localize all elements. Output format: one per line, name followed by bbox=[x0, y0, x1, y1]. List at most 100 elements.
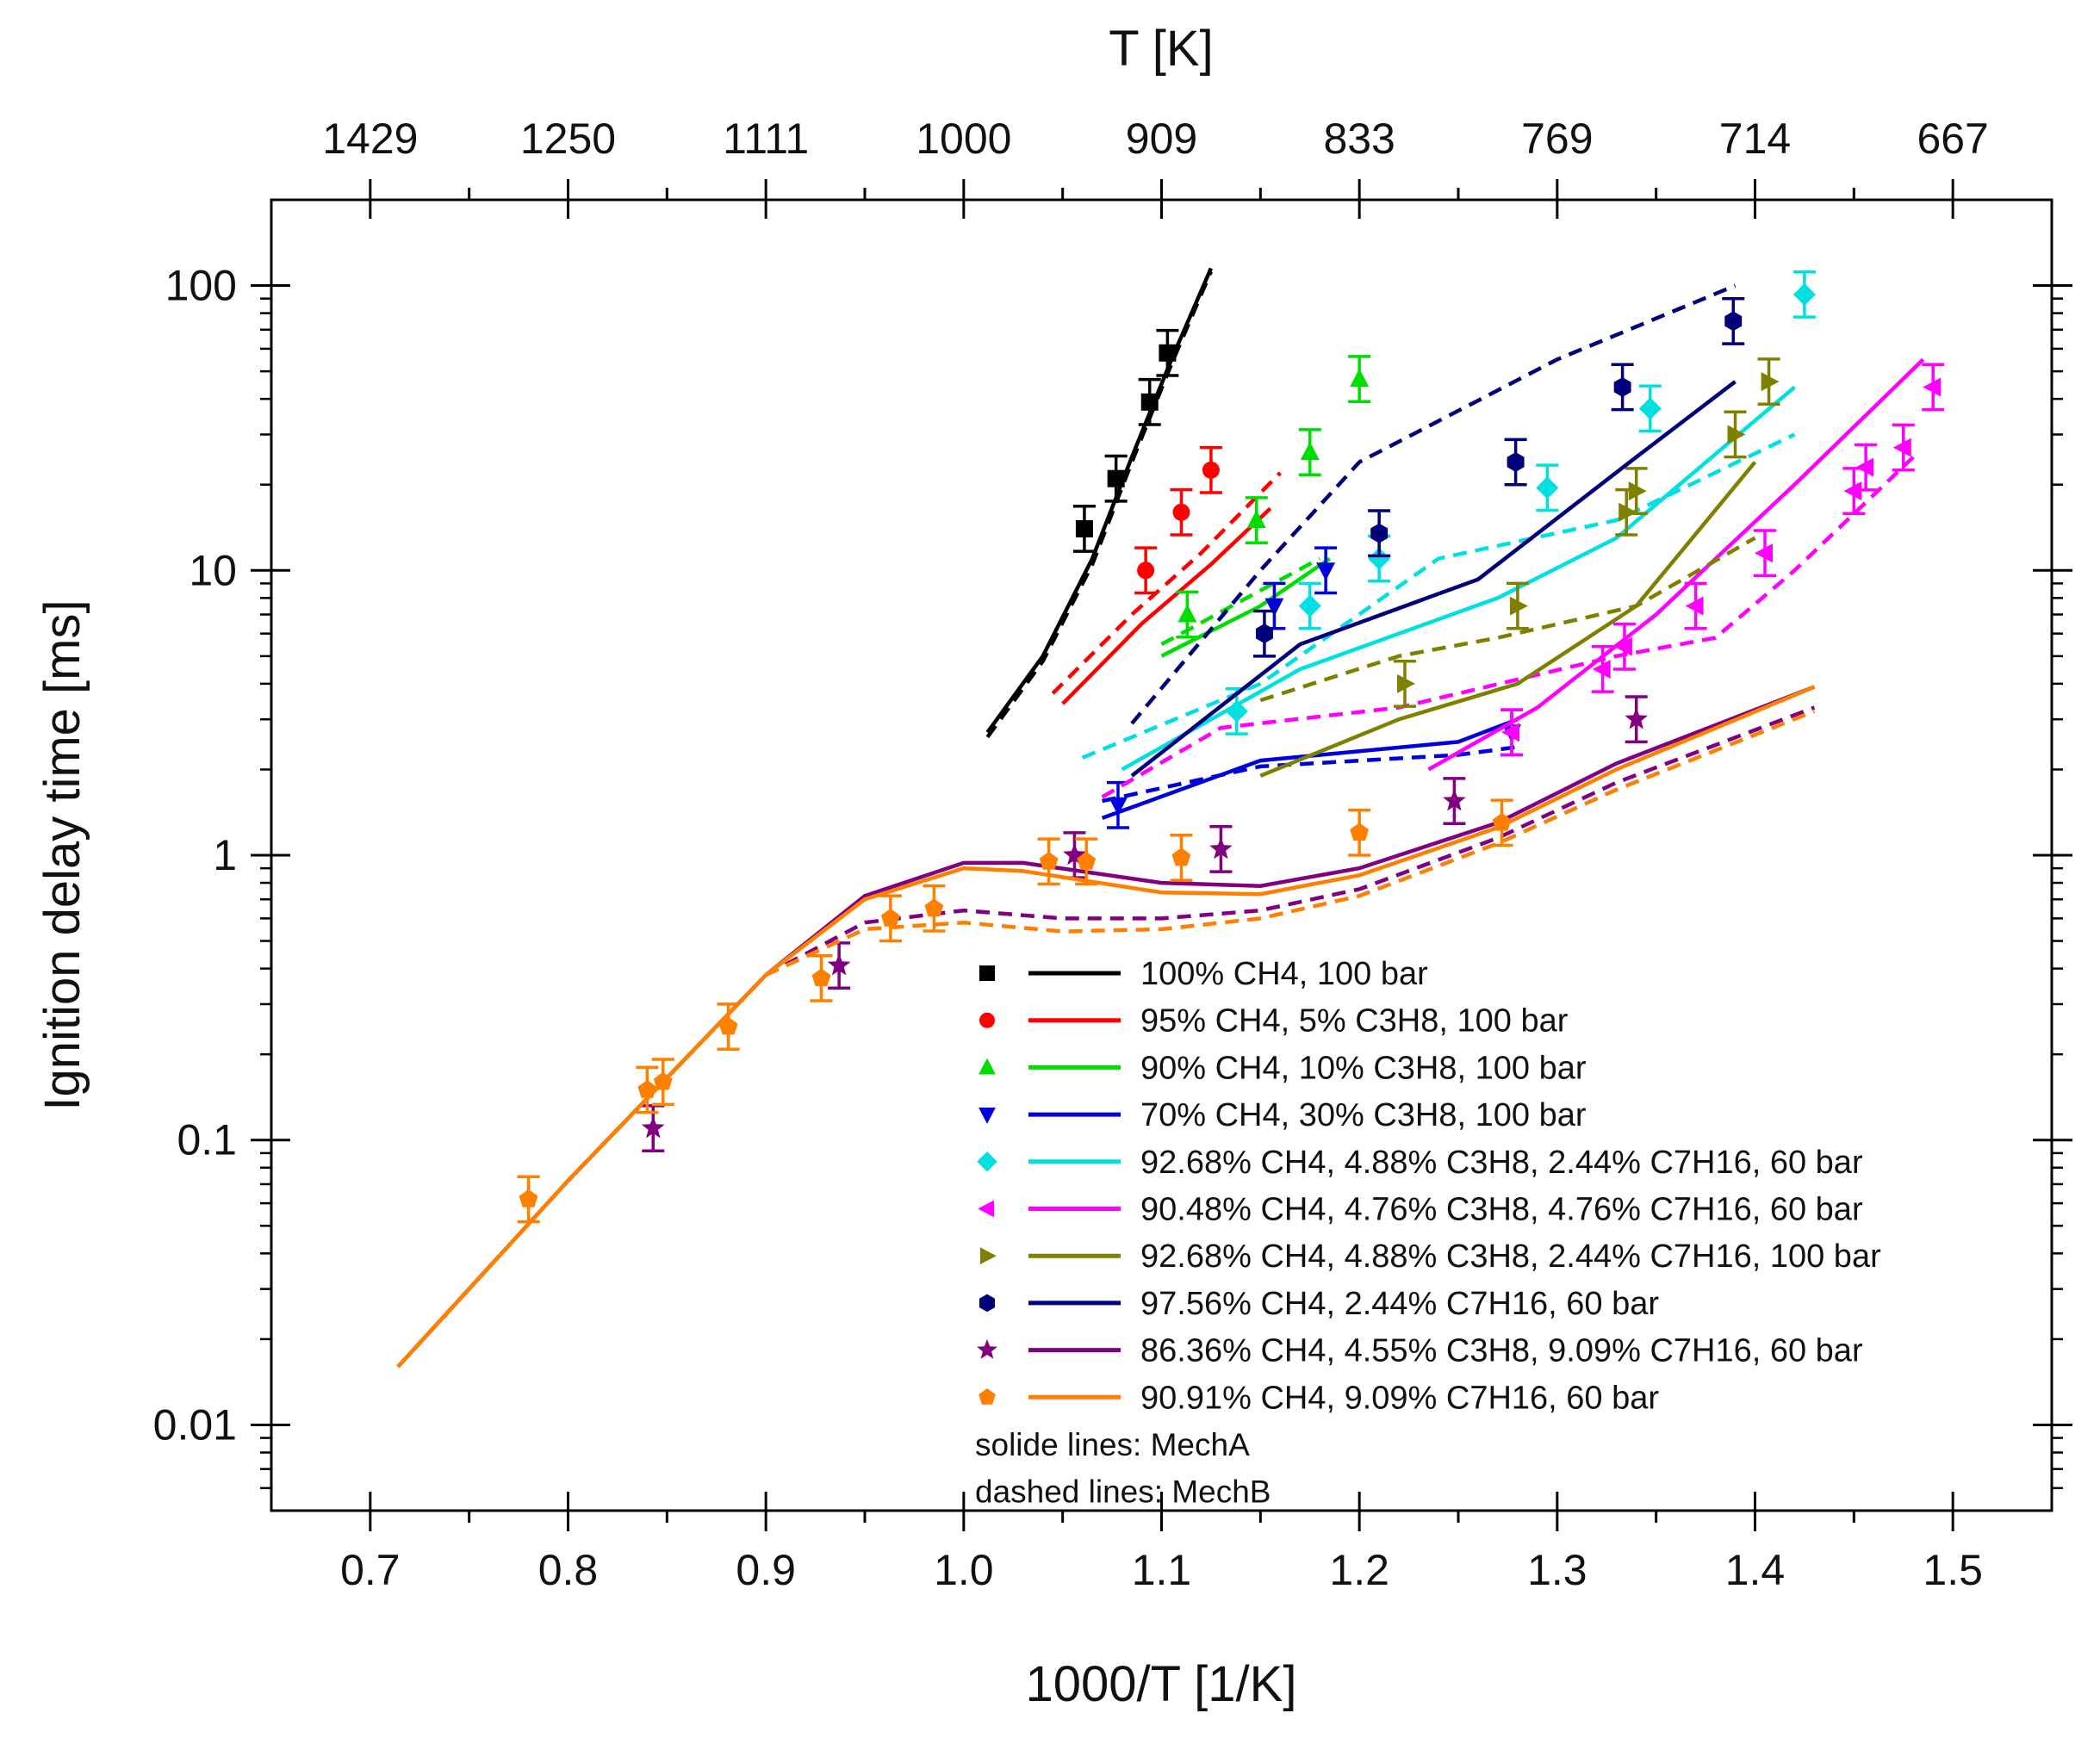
mechA-solid-line bbox=[985, 267, 1213, 734]
data-point bbox=[1300, 442, 1320, 460]
legend-marker bbox=[977, 1151, 997, 1172]
legend-label: 86.36% CH4, 4.55% C3H8, 9.09% C7H16, 60 … bbox=[1140, 1333, 1863, 1369]
data-point bbox=[1140, 393, 1159, 411]
legend-label: 100% CH4, 100 bar bbox=[1140, 956, 1428, 992]
y-axis-title: Ignition delay time [ms] bbox=[34, 599, 90, 1110]
top-tick-label: 1111 bbox=[723, 115, 809, 163]
data-point bbox=[1685, 596, 1704, 616]
data-point bbox=[827, 953, 851, 976]
data-point bbox=[519, 1189, 538, 1207]
legend: 100% CH4, 100 bar 95% CH4, 5% C3H8, 100 b… bbox=[975, 956, 1881, 1510]
legend-note: solide lines: MechA bbox=[975, 1427, 1250, 1462]
legend-label: 97.56% CH4, 2.44% C7H16, 60 bar bbox=[1140, 1286, 1659, 1322]
mechA-solid-line bbox=[396, 685, 1816, 1369]
data-point bbox=[1159, 344, 1177, 362]
mechB-dashed-line bbox=[1081, 432, 1796, 760]
data-point bbox=[1855, 457, 1874, 477]
data-point bbox=[1039, 851, 1059, 870]
legend-label: 90% CH4, 10% C3H8, 100 bar bbox=[1140, 1050, 1587, 1086]
legend-marker bbox=[979, 1058, 996, 1075]
legend-label: 92.68% CH4, 4.88% C3H8, 2.44% C7H16, 60 … bbox=[1140, 1145, 1863, 1181]
x-tick-label: 1.3 bbox=[1527, 1546, 1587, 1594]
data-point bbox=[880, 908, 900, 927]
data-point bbox=[1507, 452, 1525, 472]
legend-marker bbox=[979, 1108, 996, 1124]
data-point bbox=[1628, 481, 1647, 501]
legend-label: 92.68% CH4, 4.88% C3H8, 2.44% C7H16, 100… bbox=[1140, 1238, 1881, 1275]
series-group bbox=[1160, 355, 1371, 658]
legend-label: 90.48% CH4, 4.76% C3H8, 4.76% C7H16, 60 … bbox=[1140, 1192, 1863, 1228]
legend-marker bbox=[979, 1247, 997, 1265]
x-axis-title: 1000/T [1/K] bbox=[1026, 1656, 1297, 1712]
mechB-dashed-line bbox=[1130, 283, 1737, 725]
data-point bbox=[1202, 461, 1220, 479]
series-group bbox=[985, 267, 1213, 739]
top-tick-label: 1429 bbox=[322, 115, 418, 163]
mechB-dashed-line bbox=[1160, 556, 1321, 647]
data-point bbox=[1792, 283, 1816, 306]
data-point bbox=[641, 1116, 665, 1139]
top-tick-label: 714 bbox=[1719, 115, 1791, 163]
legend-marker bbox=[979, 1012, 995, 1028]
data-point bbox=[1350, 822, 1370, 841]
data-point bbox=[1892, 438, 1911, 457]
data-point bbox=[1316, 562, 1336, 581]
y-tick-label: 0.01 bbox=[153, 1400, 237, 1449]
series-group bbox=[1130, 283, 1745, 778]
legend-marker bbox=[978, 1200, 995, 1218]
data-point bbox=[1063, 843, 1086, 866]
data-point bbox=[1171, 847, 1191, 866]
data-point bbox=[1923, 377, 1942, 397]
data-point bbox=[811, 968, 831, 987]
data-point bbox=[1592, 660, 1611, 679]
series-group bbox=[1259, 357, 1780, 778]
mechA-solid-line bbox=[1160, 556, 1331, 658]
legend-note: dashed lines: MechB bbox=[975, 1474, 1271, 1510]
series-group bbox=[1051, 445, 1282, 705]
data-point bbox=[1443, 789, 1466, 811]
mechA-solid-line bbox=[1121, 385, 1796, 772]
data-point bbox=[1761, 372, 1780, 392]
data-point bbox=[1843, 481, 1862, 501]
mechA-solid-line bbox=[1130, 380, 1737, 778]
data-point bbox=[1107, 469, 1125, 487]
legend-marker bbox=[979, 1294, 995, 1313]
top-tick-label: 769 bbox=[1521, 115, 1593, 163]
data-point bbox=[1724, 311, 1743, 332]
x-tick-label: 1.4 bbox=[1725, 1546, 1786, 1594]
top-tick-label: 833 bbox=[1323, 115, 1395, 163]
data-point bbox=[1727, 425, 1746, 444]
mechA-solid-line bbox=[1101, 717, 1519, 821]
data-point bbox=[1209, 837, 1233, 860]
series-group bbox=[396, 685, 1816, 1369]
mechA-solid-line bbox=[1259, 461, 1757, 778]
mechB-dashed-line bbox=[1101, 456, 1915, 799]
data-point bbox=[1370, 523, 1389, 543]
data-point bbox=[1172, 503, 1190, 521]
mechB-dashed-line bbox=[1051, 471, 1282, 695]
y-tick-label: 10 bbox=[189, 546, 237, 594]
data-point bbox=[1077, 851, 1097, 870]
series-group bbox=[1101, 546, 1524, 829]
data-point bbox=[1501, 723, 1519, 742]
data-point bbox=[637, 1080, 657, 1098]
data-point bbox=[1536, 476, 1559, 500]
data-point bbox=[1368, 547, 1391, 570]
series-group bbox=[1101, 357, 1945, 799]
legend-marker bbox=[979, 965, 995, 981]
x-tick-label: 1.0 bbox=[934, 1546, 994, 1594]
data-point bbox=[1137, 562, 1155, 580]
data-point bbox=[1397, 673, 1415, 693]
x-tick-label: 1.5 bbox=[1923, 1546, 1983, 1594]
data-point bbox=[1109, 797, 1128, 816]
data-point bbox=[1638, 397, 1662, 420]
data-point bbox=[1755, 543, 1773, 563]
data-point bbox=[1613, 377, 1631, 397]
data-point bbox=[1492, 812, 1512, 831]
x-tick-label: 1.2 bbox=[1329, 1546, 1389, 1594]
data-point bbox=[1264, 598, 1284, 617]
legend-marker bbox=[977, 1339, 997, 1359]
mechB-dashed-line bbox=[1259, 536, 1756, 703]
